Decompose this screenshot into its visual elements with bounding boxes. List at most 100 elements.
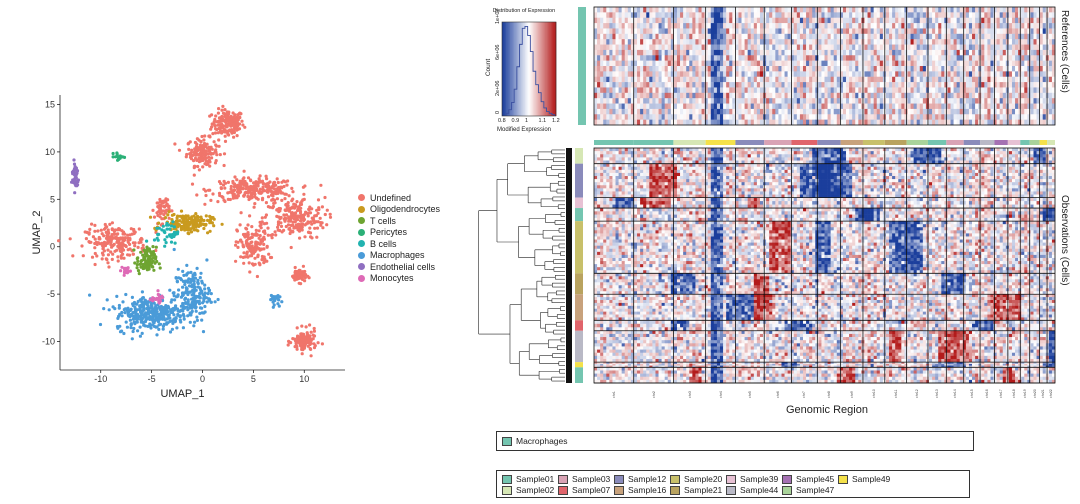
heatmap-cell	[732, 49, 736, 56]
umap-point	[162, 229, 166, 233]
heatmap-cell	[1021, 39, 1025, 45]
heatmap-cell	[1048, 23, 1053, 29]
heatmap-cell	[594, 39, 598, 45]
heatmap-cell	[818, 12, 822, 19]
umap-point	[195, 266, 199, 270]
heatmap-cell	[732, 60, 736, 67]
heatmap-cell	[990, 23, 994, 29]
heatmap-cell	[858, 60, 862, 67]
umap-point	[203, 283, 207, 287]
histogram-color-band	[512, 22, 515, 116]
heatmap-cell	[855, 39, 859, 45]
heatmap-cell	[661, 66, 665, 72]
heatmap-cell	[830, 39, 835, 45]
heatmap-cell	[612, 39, 616, 45]
heatmap-cell	[993, 49, 997, 56]
heatmap-cell	[683, 55, 687, 61]
heatmap-cell	[624, 28, 629, 35]
heatmap-cell	[661, 60, 665, 67]
heatmap-cell	[1027, 76, 1031, 83]
heatmap-cell	[849, 17, 853, 24]
heatmap-cell	[812, 66, 816, 72]
heatmap-cell	[667, 92, 672, 99]
heatmap-cell	[812, 23, 816, 29]
heatmap-cell	[627, 82, 632, 88]
heatmap-cell	[621, 66, 626, 72]
heatmap-cell	[1036, 12, 1040, 19]
umap-point	[283, 197, 287, 201]
umap-point	[223, 139, 228, 143]
heatmap-cell	[984, 60, 988, 67]
umap-point	[298, 215, 302, 220]
heatmap-cell	[637, 28, 641, 35]
heatmap-cell	[846, 7, 850, 13]
heatmap-cell	[987, 33, 991, 40]
heatmap-cell	[968, 82, 973, 88]
umap-point	[242, 194, 246, 198]
umap-point	[194, 212, 198, 216]
heatmap-cell	[1030, 82, 1034, 88]
heatmap-cell	[689, 33, 693, 40]
heatmap-cell	[987, 66, 991, 72]
heatmap-cell	[633, 92, 638, 99]
heatmap-cell	[667, 7, 672, 13]
heatmap-cell	[603, 7, 607, 13]
heatmap-cell	[732, 28, 736, 35]
histogram-color-band	[535, 22, 538, 116]
heatmap-cell	[594, 33, 598, 40]
heatmap-cell	[710, 12, 715, 19]
umap-point	[150, 304, 154, 308]
heatmap-cell	[600, 28, 604, 35]
heatmap-cell	[901, 33, 905, 40]
heatmap-cell	[609, 12, 613, 19]
heatmap-cell	[1036, 71, 1040, 78]
heatmap-cell	[630, 7, 635, 13]
heatmap-cell	[830, 55, 835, 61]
heatmap-cell	[928, 33, 933, 40]
heatmap-cell	[787, 76, 791, 83]
umap-point	[258, 187, 262, 191]
heatmap-cell	[879, 76, 884, 83]
umap-point	[149, 262, 153, 266]
umap-point	[173, 142, 177, 146]
heatmap-cell	[932, 39, 936, 45]
heatmap-cell	[627, 49, 632, 56]
heatmap-cell	[624, 82, 629, 88]
heatmap-cell	[922, 60, 927, 67]
heatmap-cell	[1048, 87, 1053, 94]
umap-point	[302, 272, 306, 276]
umap-point	[283, 180, 287, 184]
umap-point	[142, 320, 146, 324]
umap-point	[208, 221, 212, 225]
heatmap-cell	[870, 33, 874, 40]
heatmap-cell	[680, 44, 684, 51]
heatmap-cell	[855, 82, 859, 88]
heatmap-cell	[667, 82, 672, 88]
heatmap-cell	[667, 55, 672, 61]
heatmap-cell	[1021, 7, 1025, 13]
heatmap-cell	[802, 28, 807, 35]
heatmap-cell	[1045, 39, 1050, 45]
heatmap-cell	[910, 55, 914, 61]
heatmap-cell	[747, 76, 752, 83]
umap-point	[220, 114, 224, 119]
heatmap-cell	[615, 66, 619, 72]
heatmap-cell	[839, 39, 844, 45]
heatmap-cell	[633, 7, 638, 13]
umap-point	[167, 204, 171, 208]
heatmap-cell	[676, 66, 681, 72]
heatmap-cell	[1008, 23, 1013, 29]
heatmap-cell	[1002, 49, 1007, 56]
heatmap-cell	[630, 44, 635, 51]
heatmap-cell	[852, 12, 856, 19]
heatmap-cell	[1033, 60, 1037, 67]
heatmap-cell	[1051, 60, 1056, 67]
heatmap-cell	[689, 12, 693, 19]
heatmap-cell	[661, 33, 665, 40]
heatmap-cell	[799, 76, 804, 83]
heatmap-cell	[720, 55, 724, 61]
heatmap-cell	[772, 87, 776, 94]
heatmap-cell	[922, 7, 927, 13]
umap-point	[191, 293, 195, 297]
heatmap-cell	[965, 39, 970, 45]
